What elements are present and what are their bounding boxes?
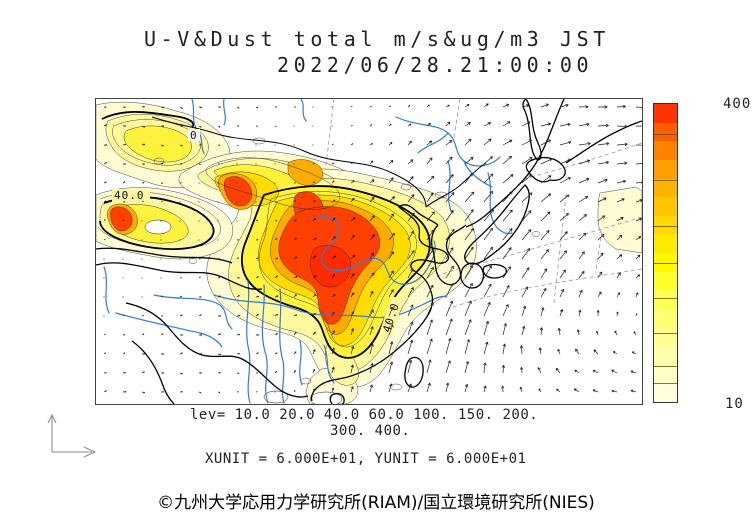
- map-canvas: 40.0 40.0 0: [95, 98, 643, 405]
- wind-arrows-layer: [103, 103, 642, 394]
- contour-label-0: 0: [190, 129, 198, 142]
- colorbar-min-label: 10: [725, 396, 744, 412]
- plot-timestamp: 2022/06/28.21:00:00: [277, 53, 594, 77]
- dust-map: 40.0 40.0 0: [96, 99, 642, 404]
- dust-fill-layer: [96, 101, 642, 404]
- contour-levels-line2: 300. 400.: [330, 423, 411, 439]
- coastlines-layer: [96, 99, 642, 404]
- contour-holes: [144, 219, 343, 404]
- borders-layer: [151, 116, 487, 208]
- plot-title: U-V&Dust total m/s&ug/m3 JST: [144, 27, 610, 51]
- thick-contour-40: [99, 111, 431, 359]
- vector-units-line: XUNIT = 6.000E+01, YUNIT = 6.000E+01: [205, 451, 527, 467]
- graticule-layer: [325, 99, 642, 310]
- contour-lines-layer: [97, 119, 541, 391]
- contour-label-40-left: 40.0: [114, 189, 145, 202]
- contour-levels-line1: lev= 10.0 20.0 40.0 60.0 100. 150. 200.: [190, 407, 539, 423]
- copyright-credit: ©九州大学応用力学研究所(RIAM)/国立環境研究所(NIES): [157, 493, 595, 513]
- unit-vector-axes-icon: [47, 413, 97, 458]
- colorbar-max-label: 400: [723, 96, 752, 112]
- colorbar: [653, 103, 678, 403]
